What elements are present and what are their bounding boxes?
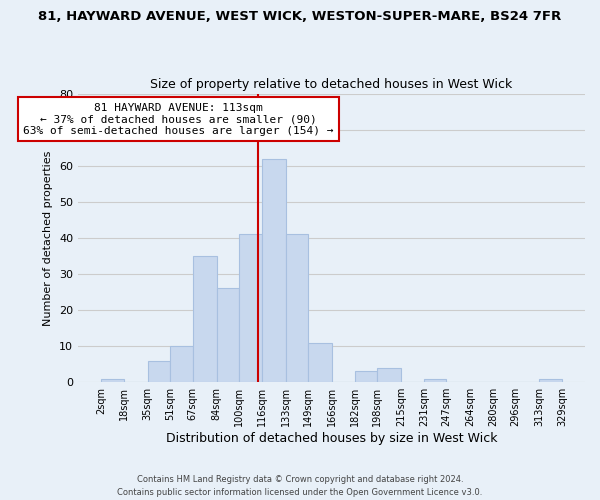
Bar <box>170 346 193 382</box>
Bar <box>148 360 170 382</box>
Title: Size of property relative to detached houses in West Wick: Size of property relative to detached ho… <box>151 78 512 91</box>
Bar <box>355 372 377 382</box>
Bar <box>193 256 217 382</box>
Y-axis label: Number of detached properties: Number of detached properties <box>43 150 53 326</box>
Bar <box>286 234 308 382</box>
Bar <box>217 288 239 382</box>
Bar <box>239 234 262 382</box>
X-axis label: Distribution of detached houses by size in West Wick: Distribution of detached houses by size … <box>166 432 497 445</box>
Bar <box>101 378 124 382</box>
Bar <box>424 378 446 382</box>
Bar <box>262 158 286 382</box>
Text: 81, HAYWARD AVENUE, WEST WICK, WESTON-SUPER-MARE, BS24 7FR: 81, HAYWARD AVENUE, WEST WICK, WESTON-SU… <box>38 10 562 23</box>
Text: 81 HAYWARD AVENUE: 113sqm
← 37% of detached houses are smaller (90)
63% of semi-: 81 HAYWARD AVENUE: 113sqm ← 37% of detac… <box>23 102 334 136</box>
Bar <box>539 378 562 382</box>
Bar <box>308 342 332 382</box>
Bar <box>377 368 401 382</box>
Text: Contains HM Land Registry data © Crown copyright and database right 2024.
Contai: Contains HM Land Registry data © Crown c… <box>118 475 482 497</box>
